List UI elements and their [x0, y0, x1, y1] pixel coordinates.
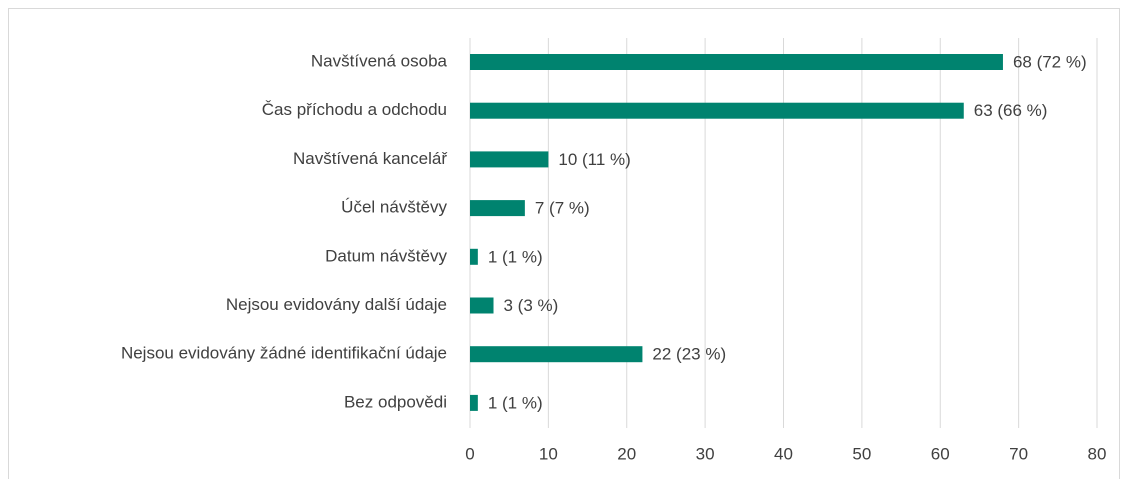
value-label: 1 (1 %) — [488, 393, 543, 412]
chart-frame — [8, 8, 1120, 484]
y-tick-label: Účel návštěvy — [341, 198, 447, 217]
value-label: 1 (1 %) — [488, 247, 543, 266]
x-tick-label: 10 — [539, 444, 558, 463]
bar — [470, 394, 478, 411]
y-tick-label: Nejsou evidovány žádné identifikační úda… — [121, 344, 447, 363]
x-tick-label: 0 — [465, 444, 474, 463]
bar — [470, 297, 494, 314]
bar — [470, 200, 525, 217]
bar — [470, 248, 478, 265]
y-tick-label: Navštívená osoba — [311, 51, 448, 70]
value-label: 7 (7 %) — [535, 199, 590, 218]
bar — [470, 102, 964, 119]
x-tick-label: 40 — [774, 444, 793, 463]
x-tick-label: 60 — [931, 444, 950, 463]
bar — [470, 151, 549, 168]
x-tick-label: 30 — [696, 444, 715, 463]
y-tick-label: Nejsou evidovány další údaje — [226, 295, 447, 314]
value-label: 22 (23 %) — [652, 345, 726, 364]
y-tick-label: Navštívená kancelář — [293, 149, 447, 168]
x-tick-label: 70 — [1009, 444, 1028, 463]
bar — [470, 346, 643, 363]
y-tick-label: Čas příchodu a odchodu — [262, 100, 447, 119]
bar — [470, 54, 1003, 70]
value-label: 10 (11 %) — [558, 150, 630, 169]
x-tick-label: 20 — [617, 444, 636, 463]
value-label: 63 (66 %) — [974, 101, 1048, 120]
x-tick-label: 80 — [1088, 444, 1107, 463]
y-tick-label: Bez odpovědi — [344, 392, 447, 411]
x-tick-label: 50 — [852, 444, 871, 463]
y-tick-label: Datum návštěvy — [325, 246, 447, 265]
value-label: 3 (3 %) — [504, 296, 559, 315]
value-label: 68 (72 %) — [1013, 52, 1087, 71]
